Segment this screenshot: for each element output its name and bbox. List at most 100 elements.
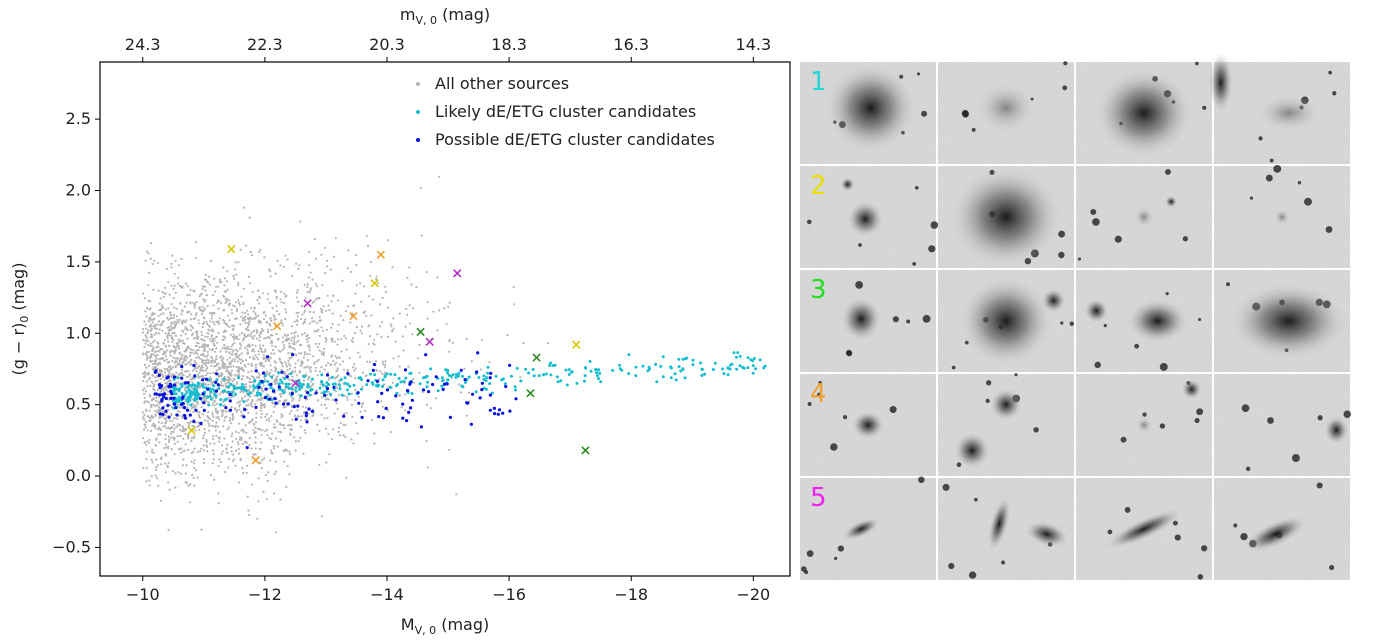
gray-point xyxy=(215,434,218,437)
gray-point xyxy=(154,427,157,430)
gray-point xyxy=(326,371,329,374)
gray-point xyxy=(418,371,421,375)
gray-point xyxy=(336,330,339,333)
gray-point xyxy=(261,362,264,365)
gray-point xyxy=(148,409,151,412)
gray-point xyxy=(297,267,300,270)
gray-point xyxy=(318,463,321,466)
gray-point xyxy=(168,344,171,347)
gray-point xyxy=(244,311,247,315)
gray-point xyxy=(143,372,146,375)
gray-point xyxy=(295,296,298,299)
gray-point xyxy=(350,270,353,273)
gray-point xyxy=(336,338,340,341)
gray-point xyxy=(240,344,243,347)
gray-point xyxy=(205,438,208,442)
gray-point xyxy=(326,416,329,420)
gray-point xyxy=(237,284,240,287)
gray-point xyxy=(299,436,302,439)
gray-point xyxy=(314,369,317,373)
gray-point xyxy=(294,362,297,365)
gray-point xyxy=(291,418,294,421)
gray-point xyxy=(342,319,345,322)
gray-point xyxy=(308,353,311,356)
gray-point xyxy=(241,442,245,445)
gray-point xyxy=(253,334,256,337)
gray-point xyxy=(435,397,438,400)
gray-point xyxy=(261,327,264,331)
gray-point xyxy=(193,484,196,487)
gray-point xyxy=(235,307,239,311)
gray-point xyxy=(163,367,167,370)
gray-point xyxy=(244,318,247,322)
gray-point xyxy=(259,373,262,376)
gray-point xyxy=(264,360,267,363)
gray-point xyxy=(267,335,270,338)
gray-point xyxy=(248,436,251,440)
gray-point xyxy=(215,358,218,361)
gray-point xyxy=(512,286,515,289)
gray-point xyxy=(164,374,167,377)
gray-point xyxy=(333,412,336,415)
gray-point xyxy=(302,356,305,359)
gray-point xyxy=(207,275,210,278)
gray-point xyxy=(237,338,240,341)
gray-point xyxy=(208,429,211,432)
gray-point xyxy=(246,495,249,498)
gray-point xyxy=(152,288,155,291)
gray-point xyxy=(295,374,298,377)
gray-point xyxy=(250,254,254,257)
gray-point xyxy=(143,363,146,366)
gray-point xyxy=(411,333,414,336)
gray-point xyxy=(344,424,347,427)
gray-point xyxy=(353,363,356,366)
gray-point xyxy=(166,349,169,352)
gray-point xyxy=(394,340,397,343)
gray-point xyxy=(217,418,220,421)
gray-point xyxy=(250,317,253,320)
gray-point xyxy=(217,300,221,303)
gray-point xyxy=(325,427,328,430)
gray-point xyxy=(216,410,219,413)
gray-point xyxy=(174,357,177,360)
gray-point xyxy=(299,364,302,367)
gray-point xyxy=(151,448,154,451)
gray-point xyxy=(156,428,160,431)
gray-point xyxy=(252,389,255,392)
gray-point xyxy=(239,436,242,439)
gray-point xyxy=(390,325,393,328)
gray-point xyxy=(167,390,170,393)
gray-point xyxy=(210,312,213,315)
gray-point xyxy=(404,409,407,412)
gray-point xyxy=(222,404,225,407)
gray-point xyxy=(192,301,195,304)
gray-point xyxy=(238,408,241,411)
gray-point xyxy=(214,407,217,410)
gray-point xyxy=(254,312,257,315)
gray-point xyxy=(213,350,216,353)
gray-point xyxy=(179,472,182,475)
galaxy-thumbnail xyxy=(1214,164,1350,268)
gray-point xyxy=(365,235,368,238)
gray-point xyxy=(247,509,250,512)
gray-point xyxy=(285,485,288,488)
gray-point xyxy=(238,438,241,441)
gray-point xyxy=(148,271,151,274)
gray-point xyxy=(204,369,207,372)
gray-point xyxy=(151,360,154,363)
gray-point xyxy=(232,395,235,398)
gray-point xyxy=(200,528,203,531)
galaxy-thumbnail xyxy=(1076,270,1212,372)
gray-point xyxy=(151,461,154,464)
gray-point xyxy=(154,350,157,354)
gray-point xyxy=(261,458,264,462)
gray-point xyxy=(168,419,171,422)
gray-point xyxy=(178,347,181,350)
gray-point xyxy=(353,369,356,372)
gray-point xyxy=(345,412,348,415)
gray-point xyxy=(401,335,404,338)
gray-point xyxy=(180,313,183,316)
gray-point xyxy=(300,352,303,355)
gray-point xyxy=(230,450,233,453)
gray-point xyxy=(143,387,146,390)
